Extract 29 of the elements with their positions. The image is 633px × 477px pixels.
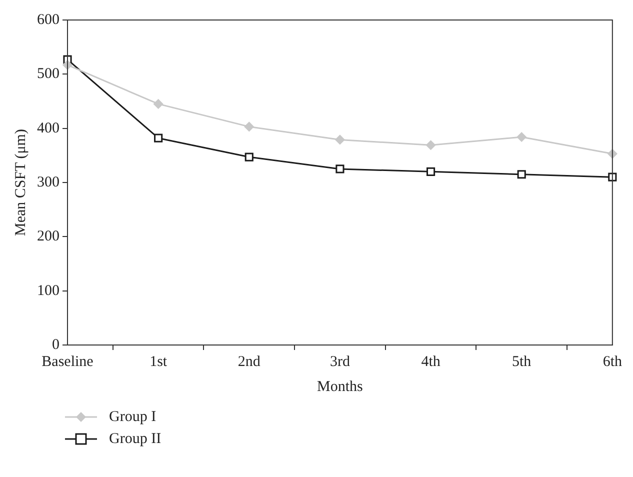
y-tick-label: 600 [37,12,60,28]
y-tick-label: 500 [37,66,60,82]
x-tick-label: 2nd [238,354,261,370]
y-tick-label: 0 [52,336,60,353]
legend-label: Group II [109,430,162,448]
point [154,134,163,142]
point [517,170,526,179]
y-tick-label: 400 [37,120,60,136]
x-tick-label: 3rd [330,354,350,370]
point [62,60,72,70]
y-axis-title: Mean CSFT (μm) [12,129,29,236]
legend-label: Group I [109,408,156,426]
point [516,132,526,142]
point [154,99,164,109]
x-axis-title: Months [317,378,364,395]
x-tick-label: 6th [602,354,622,370]
point [426,167,436,176]
point [335,134,345,144]
y-tick-label: 300 [37,174,60,190]
point [244,152,254,162]
y-tick-label: 100 [37,282,60,299]
x-tick-label: 4th [421,354,441,370]
point [244,122,254,132]
x-tick-label: 5th [512,354,532,370]
x-tick-label: 1st [150,354,168,370]
y-tick-label: 200 [37,228,60,245]
x-tick-label: Baseline [42,354,94,370]
point [336,164,344,174]
point [426,140,436,150]
